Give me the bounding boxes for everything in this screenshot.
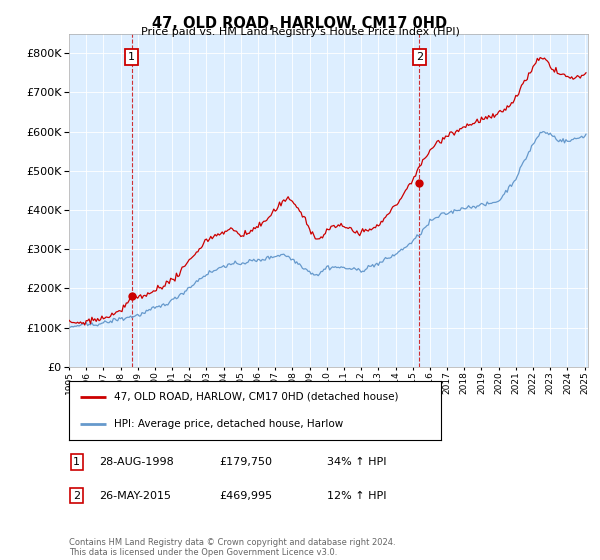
Text: 2: 2 xyxy=(73,491,80,501)
Text: HPI: Average price, detached house, Harlow: HPI: Average price, detached house, Harl… xyxy=(113,419,343,429)
Text: Contains HM Land Registry data © Crown copyright and database right 2024.
This d: Contains HM Land Registry data © Crown c… xyxy=(69,538,395,557)
Text: £179,750: £179,750 xyxy=(219,457,272,467)
Text: 47, OLD ROAD, HARLOW, CM17 0HD: 47, OLD ROAD, HARLOW, CM17 0HD xyxy=(152,16,448,31)
Text: £469,995: £469,995 xyxy=(219,491,272,501)
Text: 1: 1 xyxy=(73,457,80,467)
Text: 2: 2 xyxy=(416,52,423,62)
Text: 34% ↑ HPI: 34% ↑ HPI xyxy=(327,457,386,467)
Text: Price paid vs. HM Land Registry's House Price Index (HPI): Price paid vs. HM Land Registry's House … xyxy=(140,27,460,37)
Text: 28-AUG-1998: 28-AUG-1998 xyxy=(99,457,174,467)
Text: 12% ↑ HPI: 12% ↑ HPI xyxy=(327,491,386,501)
Text: 47, OLD ROAD, HARLOW, CM17 0HD (detached house): 47, OLD ROAD, HARLOW, CM17 0HD (detached… xyxy=(113,391,398,402)
Text: 26-MAY-2015: 26-MAY-2015 xyxy=(99,491,171,501)
Text: 1: 1 xyxy=(128,52,135,62)
